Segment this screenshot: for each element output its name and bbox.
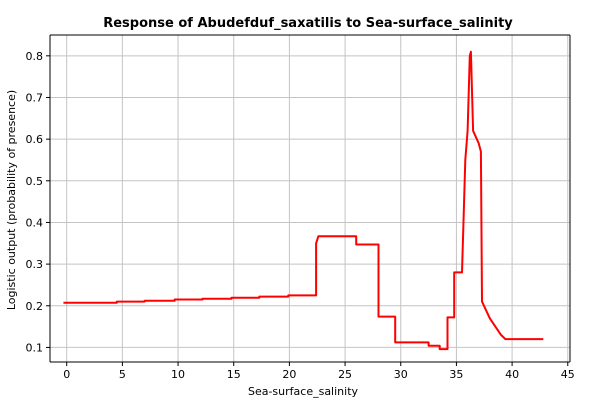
x-tick-label: 30: [394, 368, 408, 381]
x-tick-label: 0: [63, 368, 70, 381]
y-tick-label: 0.6: [26, 133, 44, 146]
y-tick-label: 0.5: [26, 175, 44, 188]
x-tick-label: 35: [449, 368, 463, 381]
x-tick-label: 45: [561, 368, 575, 381]
y-tick-label: 0.8: [26, 50, 44, 63]
y-tick-label: 0.3: [26, 258, 44, 271]
grid-lines: [50, 35, 570, 362]
y-tick-label: 0.4: [26, 216, 44, 229]
series-layer: [63, 50, 544, 351]
x-tick-label: 20: [282, 368, 296, 381]
response-curve: [63, 50, 544, 351]
x-tick-label: 15: [227, 368, 241, 381]
y-tick-label: 0.1: [26, 341, 44, 354]
chart-title: Response of Abudefduf_saxatilis to Sea-s…: [103, 16, 513, 31]
x-tick-label: 10: [171, 368, 185, 381]
x-tick-label: 25: [338, 368, 352, 381]
x-axis-label: Sea-surface_salinity: [248, 385, 359, 398]
y-tick-label: 0.2: [26, 300, 44, 313]
x-tick-label: 5: [119, 368, 126, 381]
axes: 0 5 10 15 20 25 30 35 40 45 0.1 0.2 0.3 0.4 0.5 0.6 0.7 0…: [26, 34, 575, 381]
plot-area: [50, 35, 570, 362]
y-axis-label: Logistic output (probability of presence…: [5, 90, 18, 310]
y-tick-label: 0.7: [26, 91, 44, 104]
x-tick-label: 40: [505, 368, 519, 381]
